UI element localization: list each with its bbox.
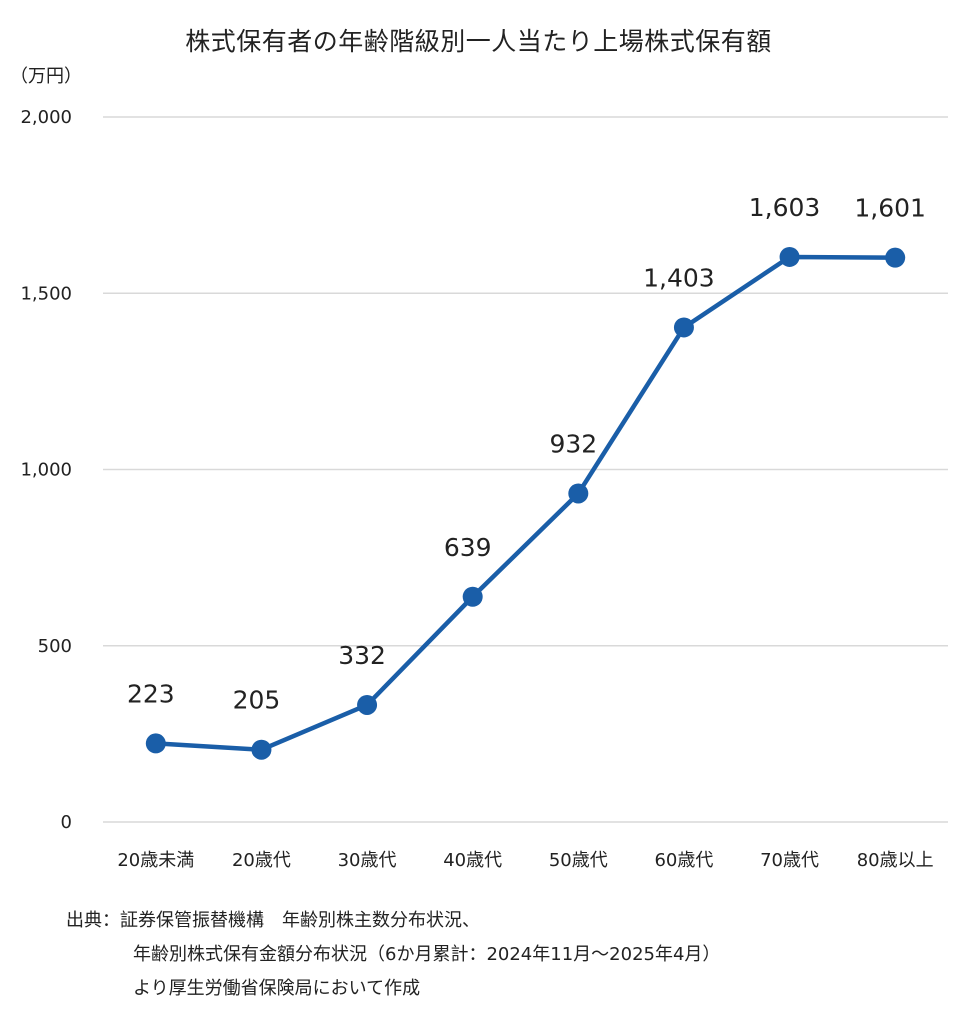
x-axis-ticks: 20歳未満 20歳代 30歳代 40歳代 50歳代 60歳代 70歳代 80歳以上 xyxy=(117,850,933,871)
series-line xyxy=(153,254,898,752)
series-layer xyxy=(145,246,906,760)
y-axis-ticks: 0 500 1,000 1,500 2,000 xyxy=(20,107,72,833)
source-line-2: 年齢別株式保有金額分布状況（6か月累計：2024年11月～2025年4月） xyxy=(133,944,721,965)
y-tick-label: 1,000 xyxy=(20,460,72,481)
y-tick-label: 0 xyxy=(61,812,72,833)
data-label: 1,403 xyxy=(643,263,715,292)
data-point xyxy=(462,586,483,607)
y-axis-unit-label: （万円） xyxy=(10,66,82,87)
data-point xyxy=(251,739,272,760)
data-label: 332 xyxy=(338,641,386,670)
data-point xyxy=(568,483,589,504)
data-point xyxy=(779,246,800,267)
x-tick-label: 40歳代 xyxy=(443,850,502,871)
x-tick-label: 50歳代 xyxy=(549,850,608,871)
data-labels: 223 205 332 639 932 1,403 1,603 1,601 xyxy=(127,193,926,715)
y-tick-label: 1,500 xyxy=(20,283,72,304)
x-tick-label: 60歳代 xyxy=(654,850,713,871)
x-tick-label: 20歳代 xyxy=(232,850,291,871)
gridlines xyxy=(103,116,948,823)
x-tick-label: 70歳代 xyxy=(760,850,819,871)
chart-title: 株式保有者の年齢階級別一人当たり上場株式保有額 xyxy=(185,27,772,56)
data-label: 205 xyxy=(233,686,281,715)
data-point xyxy=(885,247,906,268)
data-point xyxy=(673,317,694,338)
source-line-3: より厚生労働省保険局において作成 xyxy=(133,978,421,999)
data-point xyxy=(145,733,166,754)
data-label: 639 xyxy=(444,533,492,562)
data-label: 1,601 xyxy=(854,194,926,223)
x-tick-label: 80歳以上 xyxy=(857,850,934,871)
source-line-1: 出典：証券保管振替機構 年齢別株主数分布状況、 xyxy=(66,910,480,931)
x-tick-label: 30歳代 xyxy=(338,850,397,871)
data-point xyxy=(357,694,378,715)
x-tick-label: 20歳未満 xyxy=(117,850,194,871)
y-tick-label: 2,000 xyxy=(20,107,72,128)
data-label: 1,603 xyxy=(749,193,821,222)
data-label: 223 xyxy=(127,679,175,708)
y-tick-label: 500 xyxy=(38,636,72,657)
data-label: 932 xyxy=(549,429,597,458)
